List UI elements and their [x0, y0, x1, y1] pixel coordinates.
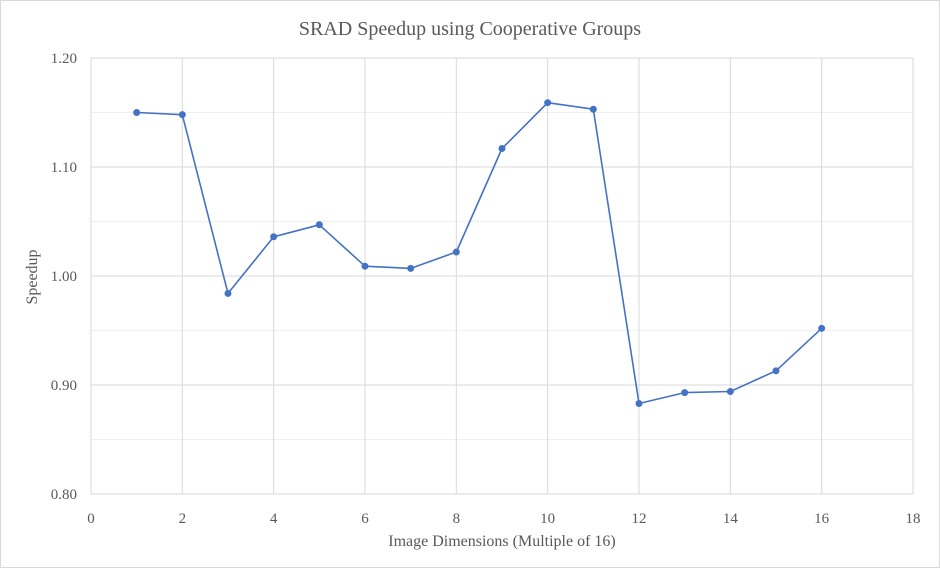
chart-title: SRAD Speedup using Cooperative Groups [299, 18, 641, 40]
data-point [452, 248, 460, 256]
grid [90, 57, 914, 495]
x-tick-label: 18 [906, 511, 921, 527]
y-tick-label: 0.80 [51, 487, 77, 503]
y-tick-label: 0.90 [51, 378, 77, 394]
x-tick-label: 16 [814, 511, 830, 527]
y-tick-label: 1.00 [51, 269, 77, 285]
data-point [818, 324, 826, 332]
x-axis-label: Image Dimensions (Multiple of 16) [388, 533, 616, 550]
data-point [772, 367, 780, 375]
tick-labels: 0.80 0.90 1.00 1.10 1.20 0 2 4 6 8 10 12 14 16 18 [51, 51, 921, 527]
y-tick-label: 1.20 [51, 51, 77, 67]
x-tick-label: 6 [361, 511, 369, 527]
data-point [635, 400, 643, 408]
data-point [361, 262, 369, 270]
y-axis-label: Speedup [24, 249, 41, 304]
data-point [315, 221, 323, 229]
series-line [136, 101, 823, 405]
x-tick-label: 2 [179, 511, 187, 527]
data-point [544, 99, 552, 107]
y-tick-label: 1.10 [51, 160, 77, 176]
data-point [270, 233, 278, 241]
data-point [133, 109, 141, 116]
data-point [681, 389, 689, 397]
data-point [726, 388, 734, 396]
data-point [498, 144, 506, 152]
data-point [178, 111, 186, 119]
x-tick-label: 14 [723, 511, 739, 527]
x-tick-label: 12 [632, 511, 647, 527]
data-series [133, 99, 826, 408]
x-tick-label: 4 [270, 511, 278, 527]
data-point [589, 105, 597, 113]
data-point [224, 289, 232, 297]
x-tick-label: 10 [540, 511, 555, 527]
x-tick-label: 8 [453, 511, 461, 527]
data-point [407, 264, 415, 272]
x-tick-label: 0 [87, 511, 95, 527]
